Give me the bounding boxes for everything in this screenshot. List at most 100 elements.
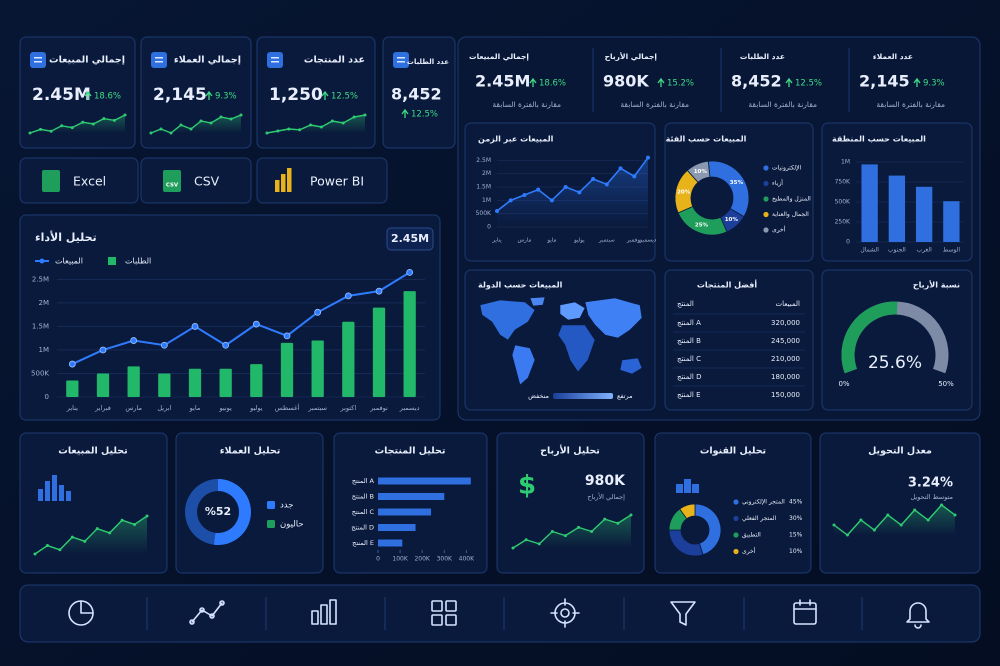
table-cell: المنتج C <box>677 355 701 363</box>
line-point <box>646 155 650 160</box>
chart-title: تحليل المنتجات <box>375 446 446 457</box>
nav-filter[interactable] <box>670 601 696 626</box>
table-cell: المنتج A <box>677 319 701 327</box>
bar <box>219 368 232 397</box>
sparkline-point <box>95 527 99 531</box>
line-point <box>191 323 199 330</box>
x-tick-label: يونيو <box>219 404 232 412</box>
sparkline-point <box>70 535 74 539</box>
sparkline-point <box>629 513 633 517</box>
sparkline-point <box>91 122 95 126</box>
legend-dot <box>763 165 769 171</box>
legend-label: الطلبات <box>125 257 151 266</box>
y-tick-label: المنتج C <box>352 508 375 516</box>
sparkline-point <box>872 528 876 532</box>
chart-title: تحليل القنوات <box>700 446 766 457</box>
legend-value: 45% <box>789 499 803 506</box>
line-point <box>536 187 541 192</box>
line-point <box>375 287 383 295</box>
nav-grid[interactable] <box>431 600 457 626</box>
sparkline-point <box>550 530 554 533</box>
donut-slice <box>679 503 696 520</box>
nav-bell[interactable] <box>906 602 930 629</box>
export-button[interactable]: CSV CSV <box>140 157 252 204</box>
nav-pie[interactable] <box>68 600 94 626</box>
legend-dot <box>763 196 769 202</box>
badge-bg <box>386 227 434 251</box>
bar <box>96 373 110 397</box>
sparkline-point <box>926 518 930 522</box>
sparkline-point <box>913 508 917 512</box>
panel <box>464 269 656 411</box>
nav-calendar[interactable] <box>793 599 817 625</box>
summary-change: 18.6% <box>539 79 566 89</box>
line-point <box>68 360 76 368</box>
sparkline-point <box>330 119 334 123</box>
legend-dot <box>733 499 739 505</box>
ring-label: %52 <box>205 505 231 518</box>
table-header: المنتج <box>677 300 694 308</box>
legend-dot <box>763 211 769 218</box>
nav-bars[interactable] <box>311 599 337 625</box>
legend-label: المتجر الإلكتروني <box>742 499 785 506</box>
gauge-value: 25.6% <box>868 353 922 373</box>
panel <box>819 432 981 574</box>
panel <box>19 214 441 421</box>
export-button[interactable]: Power BI <box>256 157 388 204</box>
summary-note: مقارنة بالفترة السابقة <box>620 100 689 109</box>
region <box>584 297 643 339</box>
button-label: CSV <box>194 174 220 189</box>
nav-target[interactable] <box>550 598 580 628</box>
sparkline <box>29 114 126 134</box>
sparkline-area <box>30 115 125 133</box>
x-tick-label: يناير <box>66 404 78 412</box>
summary-value: 8,452 <box>731 72 782 91</box>
slice-label: 10% <box>725 217 739 223</box>
line-point <box>563 185 568 189</box>
legend-dot <box>763 180 769 187</box>
y-tick-label: 1.5M <box>476 184 491 191</box>
legend-label: أزياء <box>772 179 783 187</box>
sparkline-point <box>145 514 149 518</box>
icon-bar <box>281 174 286 192</box>
kpi-change: 12.5% <box>331 92 358 102</box>
x-tick-label: أغسطس <box>275 403 300 412</box>
sparkline-point <box>537 542 541 546</box>
x-tick-label: ديسمبر <box>639 238 657 244</box>
line <box>496 157 649 212</box>
bar <box>66 380 79 397</box>
panel <box>654 432 812 574</box>
icon-bar <box>52 475 57 501</box>
legend-swatch <box>267 520 275 528</box>
sparkline-point <box>209 121 213 125</box>
line-point <box>406 268 414 276</box>
icon <box>151 52 167 68</box>
line-point <box>222 341 230 349</box>
gauge-fill <box>841 301 898 374</box>
line-point <box>522 193 527 197</box>
export-button[interactable]: Excel <box>19 157 139 204</box>
sparkline-point <box>276 129 280 133</box>
legend-dot <box>733 532 739 538</box>
sparkline-point <box>524 538 528 542</box>
legend-dot <box>763 227 769 233</box>
summary-title: عدد العملاء <box>873 52 913 61</box>
profit-note: إجمالي الأرباح <box>587 492 625 501</box>
sparkline-point <box>287 127 291 131</box>
panel <box>333 432 488 574</box>
gauge-max: 50% <box>938 380 954 388</box>
icon-detail <box>155 61 163 63</box>
summary-note: مقارنة بالفترة السابقة <box>876 100 945 109</box>
x-tick-label: نوفمبر <box>626 238 642 244</box>
kpi-title: إجمالي المبيعات <box>49 55 125 66</box>
table-cell: 210,000 <box>771 355 800 363</box>
bar <box>378 524 416 531</box>
nav-trend[interactable] <box>189 600 225 625</box>
legend-label: المنزل والمطبخ <box>772 196 811 203</box>
sparkline-point <box>102 117 106 121</box>
line-point <box>618 166 623 171</box>
x-tick-label: 400K <box>459 556 475 563</box>
legend-label: أخرى <box>742 547 756 555</box>
region <box>559 301 586 321</box>
